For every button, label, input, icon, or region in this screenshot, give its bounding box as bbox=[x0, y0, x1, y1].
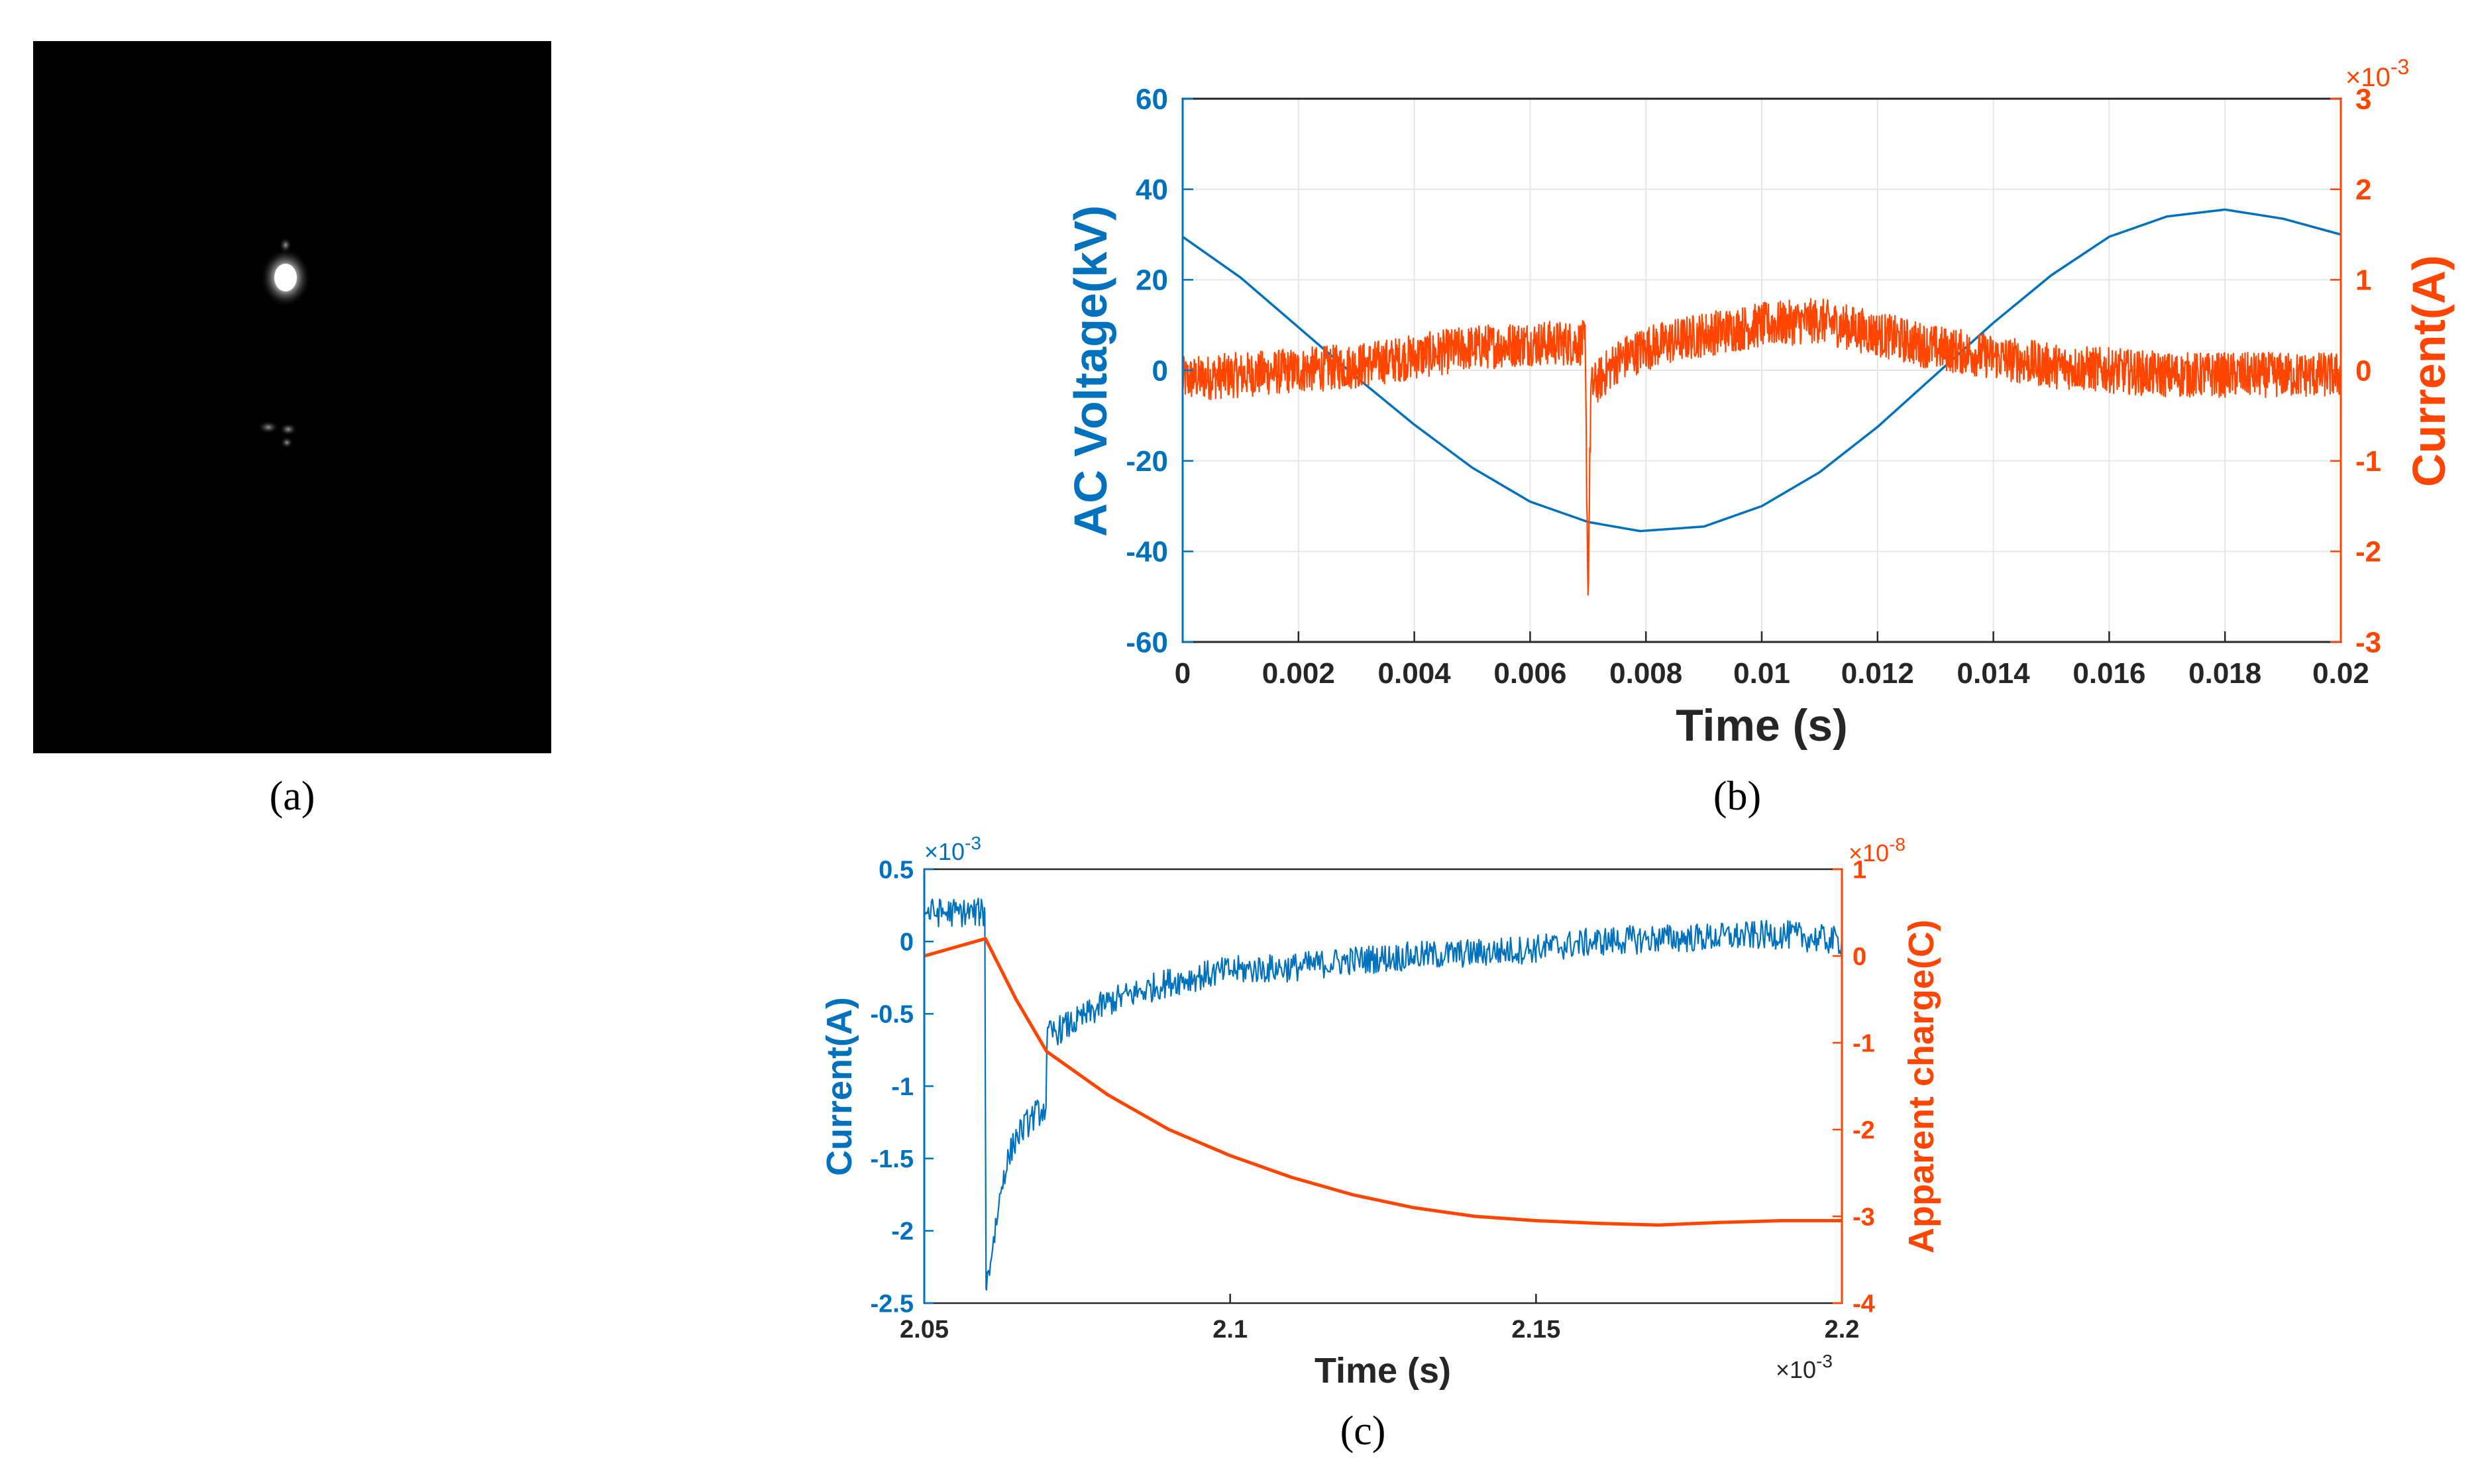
series-left-line bbox=[1181, 208, 2341, 533]
y-right-tick-label: -3 bbox=[1853, 1203, 1875, 1231]
dim-spot-right bbox=[279, 423, 297, 436]
x-tick-label: 2.15 bbox=[1511, 1316, 1560, 1344]
panel-a-spots bbox=[258, 237, 311, 449]
chart-b-x-ticks: 0 0.002 0.004 0.006 0.008 0.01 0.012 0.014 0.016… bbox=[1175, 631, 2369, 690]
x-tick-label: 0.002 bbox=[1262, 657, 1335, 690]
y-left-tick-label: -2.5 bbox=[871, 1290, 914, 1318]
chart-b-y-right-ticks: 3 2 1 0 -1 -2 -3 bbox=[2330, 83, 2381, 659]
chart-c-right-exponent: ×10-8 bbox=[1849, 834, 1906, 867]
panel-a-photo bbox=[33, 41, 551, 753]
y-left-tick-label: -20 bbox=[1126, 445, 1168, 478]
x-tick-label: 2.05 bbox=[900, 1316, 949, 1344]
y-right-tick-label: 1 bbox=[2355, 264, 2371, 297]
chart-c-ylabel-right: Apparent charge(C) bbox=[1902, 920, 1941, 1253]
dim-spot-lower bbox=[280, 437, 294, 449]
panel-b-label: (b) bbox=[1713, 774, 1761, 819]
chart-c-xlabel: Time (s) bbox=[1315, 1351, 1451, 1391]
chart-b-series bbox=[1181, 208, 2342, 596]
x-tick-label: 0.006 bbox=[1493, 657, 1566, 690]
y-left-tick-label: 0 bbox=[1152, 354, 1168, 387]
panel-c-label: (c) bbox=[1340, 1408, 1386, 1454]
y-left-tick-label: -0.5 bbox=[871, 1001, 914, 1029]
bright-spot-core bbox=[274, 264, 297, 292]
chart-c-x-exponent: ×10-3 bbox=[1776, 1351, 1833, 1383]
x-tick-label: 0.02 bbox=[2312, 657, 2369, 690]
chart-c-plot-frame bbox=[923, 868, 1843, 1304]
chart-c-y-right-ticks: 1 0 -1 -2 -3 -4 bbox=[1833, 856, 1875, 1318]
y-right-tick-label: -4 bbox=[1853, 1290, 1875, 1318]
y-right-tick-label: -1 bbox=[2355, 445, 2381, 478]
x-tick-label: 0.014 bbox=[1957, 657, 2031, 690]
y-left-tick-label: -1.5 bbox=[871, 1145, 914, 1173]
x-tick-label: 0.01 bbox=[1733, 657, 1790, 690]
y-left-tick-label: -60 bbox=[1126, 626, 1168, 659]
y-left-tick-label: 40 bbox=[1136, 174, 1168, 206]
chart-c: 2.05 2.1 2.15 2.2 0.5 0 -0.5 -1 -1.5 -2 -2.5 1 0 -1… bbox=[820, 833, 1941, 1391]
y-left-tick-label: 20 bbox=[1136, 264, 1168, 297]
y-left-tick-label: -1 bbox=[891, 1073, 914, 1101]
series-right-line bbox=[1181, 298, 2342, 596]
y-left-tick-label: 0 bbox=[900, 928, 914, 956]
chart-c-left-exponent: ×10-3 bbox=[924, 833, 981, 865]
x-tick-label: 2.1 bbox=[1212, 1316, 1248, 1344]
chart-c-x-ticks: 2.05 2.1 2.15 2.2 bbox=[900, 1294, 1859, 1344]
spot-upper-halo bbox=[279, 237, 292, 253]
y-right-tick-label: -1 bbox=[1853, 1030, 1875, 1057]
x-tick-label: 0.008 bbox=[1609, 657, 1682, 690]
chart-b-ylabel-left: AC Voltage(kV) bbox=[1065, 205, 1116, 537]
chart-b-ylabel-right: Current(A) bbox=[2403, 255, 2455, 487]
y-right-tick-label: 3 bbox=[2355, 83, 2371, 115]
y-right-tick-label: -3 bbox=[2355, 626, 2381, 659]
y-right-tick-label: 0 bbox=[2355, 354, 2371, 387]
y-left-tick-label: -40 bbox=[1126, 536, 1168, 568]
chart-b: 0 0.002 0.004 0.006 0.008 0.01 0.012 0.014 0.016… bbox=[1065, 55, 2455, 751]
chart-b-xlabel: Time (s) bbox=[1676, 700, 1847, 751]
chart-c-ylabel-left: Current(A) bbox=[820, 997, 859, 1176]
y-left-tick-label: 60 bbox=[1136, 83, 1168, 115]
x-tick-label: 0.018 bbox=[2188, 657, 2261, 690]
series-right-line bbox=[924, 937, 1842, 1227]
y-right-tick-label: -2 bbox=[2355, 536, 2381, 568]
chart-b-right-exponent: ×10-3 bbox=[2345, 55, 2409, 92]
y-left-tick-label: -2 bbox=[891, 1218, 914, 1246]
x-tick-label: 0.004 bbox=[1378, 657, 1452, 690]
series-left-line bbox=[923, 897, 1843, 1291]
y-right-tick-label: 0 bbox=[1853, 943, 1866, 971]
y-right-tick-label: 2 bbox=[2355, 174, 2371, 206]
x-tick-label: 0 bbox=[1175, 657, 1191, 690]
chart-c-series bbox=[923, 897, 1843, 1291]
panel-a-label: (a) bbox=[270, 774, 315, 819]
chart-b-y-left-ticks: 60 40 20 0 -20 -40 -60 bbox=[1126, 83, 1193, 659]
y-right-tick-label: -2 bbox=[1853, 1116, 1875, 1144]
x-tick-label: 2.2 bbox=[1825, 1316, 1860, 1344]
x-tick-label: 0.012 bbox=[1841, 657, 1914, 690]
x-tick-label: 0.016 bbox=[2072, 657, 2145, 690]
y-right-tick-label: 1 bbox=[1853, 856, 1866, 884]
dim-spot-left bbox=[258, 421, 279, 434]
y-left-tick-label: 0.5 bbox=[879, 856, 914, 884]
chart-c-y-left-ticks: 0.5 0 -0.5 -1 -1.5 -2 -2.5 bbox=[871, 856, 934, 1318]
